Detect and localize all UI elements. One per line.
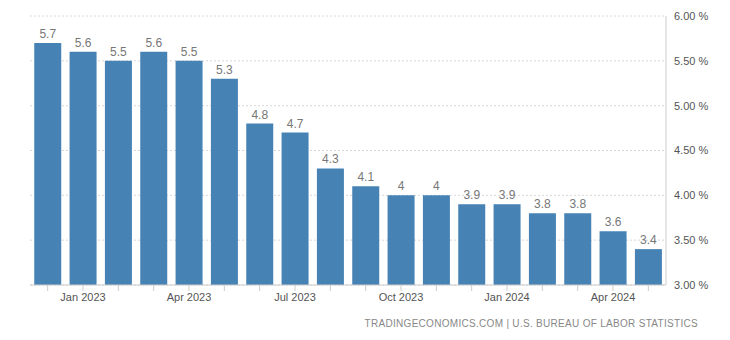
html-text:TRADINGECONOMICS.COM | U.S. BU: TRADINGECONOMICS.COM | U.S. BUREAU OF LA… xyxy=(364,318,698,329)
svg-text:4: 4 xyxy=(433,179,440,193)
svg-text:Jul 2023: Jul 2023 xyxy=(274,291,316,303)
svg-text:3.8: 3.8 xyxy=(534,197,551,211)
svg-text:5.6: 5.6 xyxy=(75,36,92,50)
svg-text:3.9: 3.9 xyxy=(499,188,516,202)
svg-text:4.00 %: 4.00 % xyxy=(674,189,708,201)
svg-text:6.00 %: 6.00 % xyxy=(674,10,708,22)
svg-text:5.6: 5.6 xyxy=(145,36,162,50)
svg-text:4.8: 4.8 xyxy=(251,108,268,122)
svg-text:4.7: 4.7 xyxy=(287,117,304,131)
svg-text:3.50 %: 3.50 % xyxy=(674,234,708,246)
svg-text:Apr 2024: Apr 2024 xyxy=(591,291,636,303)
svg-text:4.1: 4.1 xyxy=(357,170,374,184)
svg-text:5.5: 5.5 xyxy=(110,45,127,59)
svg-text:4.50 %: 4.50 % xyxy=(674,144,708,156)
svg-text:4.3: 4.3 xyxy=(322,152,339,166)
svg-text:5.5: 5.5 xyxy=(181,45,198,59)
svg-text:3.8: 3.8 xyxy=(569,197,586,211)
svg-text:5.50 %: 5.50 % xyxy=(674,55,708,67)
svg-text:Jan 2024: Jan 2024 xyxy=(484,291,529,303)
svg-text:Jan 2023: Jan 2023 xyxy=(60,291,105,303)
svg-text:Apr 2023: Apr 2023 xyxy=(167,291,212,303)
svg-text:5.00 %: 5.00 % xyxy=(674,100,708,112)
svg-text:3.6: 3.6 xyxy=(605,215,622,229)
svg-text:Oct 2023: Oct 2023 xyxy=(379,291,424,303)
svg-text:5.3: 5.3 xyxy=(216,63,233,77)
svg-text:3.4: 3.4 xyxy=(640,233,657,247)
svg-text:5.7: 5.7 xyxy=(39,27,56,41)
svg-text:3.00 %: 3.00 % xyxy=(674,279,708,291)
svg-text:4: 4 xyxy=(398,179,405,193)
svg-text:3.9: 3.9 xyxy=(463,188,480,202)
